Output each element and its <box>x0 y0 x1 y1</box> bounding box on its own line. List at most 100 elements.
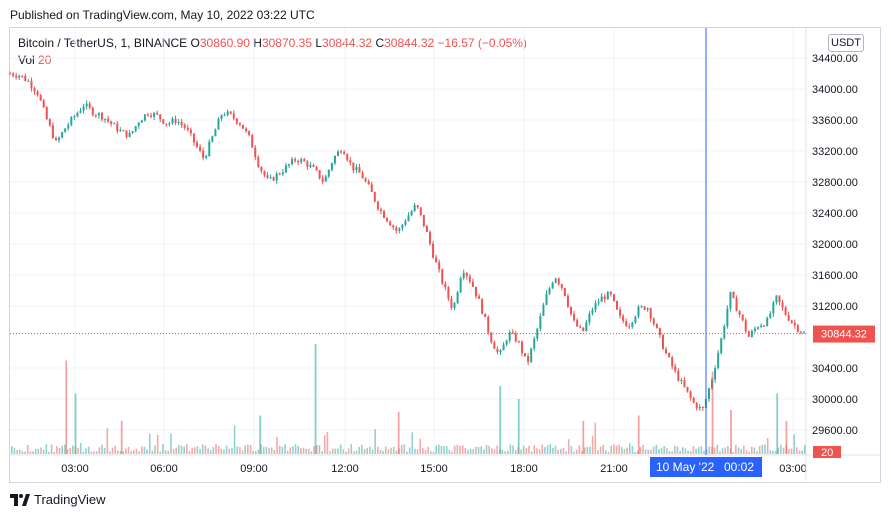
candle-body <box>563 288 566 296</box>
volume-bar <box>788 448 790 454</box>
volume-bar <box>684 448 687 454</box>
volume-bar <box>79 442 82 454</box>
volume-bar <box>247 444 249 454</box>
volume-bar <box>172 448 175 454</box>
y-tick-label: 34000.00 <box>812 84 858 96</box>
volume-bar <box>180 445 183 454</box>
volume-bar <box>16 449 18 454</box>
volume-bar <box>748 451 750 454</box>
candle-body <box>474 286 477 297</box>
candle-body <box>738 311 741 315</box>
volume-bar <box>613 444 615 454</box>
candle-body <box>419 207 422 215</box>
x-tick-label: 09:00 <box>240 463 268 475</box>
volume-bar <box>194 447 196 454</box>
candle-body <box>192 133 195 143</box>
volume-bar <box>138 451 140 454</box>
candle-body <box>637 306 640 317</box>
volume-label[interactable]: Vol <box>18 53 35 67</box>
volume-bar <box>790 448 793 454</box>
candle-body <box>18 75 21 78</box>
candle-body <box>217 118 220 130</box>
candle-body <box>428 231 431 244</box>
volume-bar <box>530 451 533 454</box>
volume-bar <box>125 448 127 454</box>
candle-body <box>272 177 275 181</box>
candle-body <box>73 116 76 118</box>
tradingview-logo-icon <box>10 493 30 506</box>
candle-body <box>321 178 324 182</box>
volume-bar <box>724 447 727 454</box>
volume-bar <box>114 445 117 454</box>
volume-bar <box>464 447 467 454</box>
volume-bar <box>34 448 37 454</box>
candle-body <box>153 112 156 117</box>
volume-bar <box>435 445 437 454</box>
volume-bar <box>323 435 326 454</box>
volume-bar <box>432 451 435 454</box>
candle-body <box>720 338 723 354</box>
volume-bar <box>281 446 284 454</box>
volume-bar <box>117 450 119 454</box>
candle-body <box>168 123 171 125</box>
volume-value: 20 <box>38 53 52 67</box>
volume-bar <box>406 451 408 454</box>
volume-bar <box>591 436 594 454</box>
last-price-label: 30844.32 <box>821 329 867 341</box>
y-tick-label: 32400.00 <box>812 208 858 220</box>
x-tick-label: 21:00 <box>600 463 628 475</box>
y-tick-label: 32000.00 <box>812 239 858 251</box>
crosshair-date-label: 10 May '22 <box>656 460 715 474</box>
volume-bar <box>737 447 740 454</box>
candle-body <box>668 353 671 358</box>
candle-body <box>107 118 110 122</box>
volume-bar <box>148 433 151 454</box>
candle-body <box>30 80 33 89</box>
volume-bar <box>719 451 721 454</box>
volume-bar <box>634 451 636 454</box>
volume-bar <box>483 449 485 454</box>
volume-spike <box>314 344 317 454</box>
candle-body <box>401 224 404 229</box>
volume-bar <box>249 445 252 454</box>
volume-bar <box>485 445 488 454</box>
volume-bar <box>506 450 509 454</box>
candle-body <box>275 173 278 181</box>
candle-body <box>490 332 493 343</box>
volume-bar <box>631 445 634 454</box>
volume-bar <box>127 446 130 454</box>
ohlc-legend: Bitcoin / TetherUS, 1, BINANCE O30860.90… <box>18 36 527 50</box>
footer-brand[interactable]: TradingView <box>10 492 106 507</box>
candle-body <box>294 159 297 161</box>
candle-body <box>260 166 263 172</box>
volume-bar <box>257 449 260 454</box>
volume-bar <box>95 451 98 454</box>
volume-bar <box>353 451 355 454</box>
volume-bar <box>541 444 544 454</box>
volume-bar <box>395 450 398 454</box>
candle-body <box>379 209 382 211</box>
volume-bar <box>90 451 93 454</box>
volume-bar <box>581 451 583 454</box>
volume-bar <box>103 447 106 454</box>
volume-bar <box>339 444 342 454</box>
volume-bar <box>215 444 217 454</box>
currency-button[interactable]: USDT <box>828 34 864 52</box>
symbol-label[interactable]: Bitcoin / TetherUS, 1, BINANCE <box>18 36 188 50</box>
volume-bar <box>480 446 483 454</box>
volume-bar <box>419 438 422 454</box>
close-value: 30844.32 <box>384 36 435 50</box>
volume-bar <box>501 449 504 454</box>
candle-body <box>128 132 131 137</box>
volume-bar <box>504 451 506 454</box>
volume-spike <box>711 371 714 454</box>
volume-bar <box>583 447 586 454</box>
y-tick-label: 29600.00 <box>812 425 858 437</box>
volume-bar <box>626 447 628 454</box>
volume-bar <box>390 447 392 454</box>
candle-body <box>54 138 57 141</box>
candle-body <box>91 107 94 116</box>
volume-bar <box>793 434 795 454</box>
volume-bar <box>467 450 469 454</box>
